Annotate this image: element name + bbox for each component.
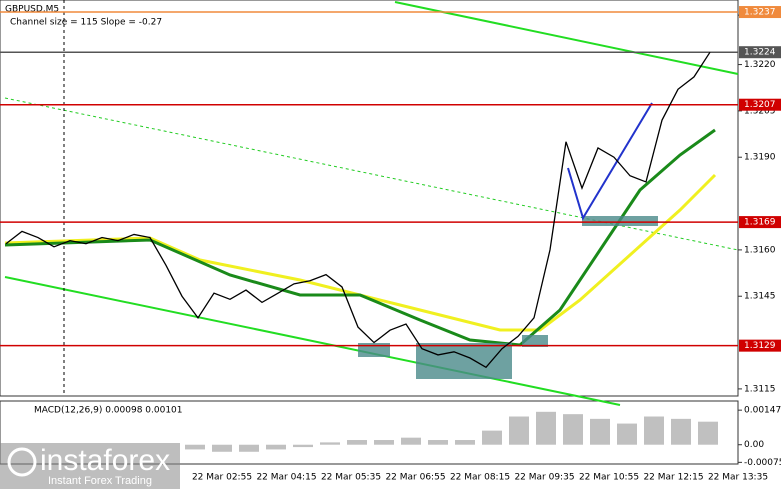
wave [567, 102, 653, 221]
macd-bar [644, 416, 664, 445]
level-label: 1.3224 [744, 48, 776, 58]
level-tag [739, 98, 781, 111]
macd-bar [698, 421, 718, 445]
macd-bar [536, 411, 556, 445]
level-label: 1.3129 [744, 341, 776, 351]
x-tick-label: 22 Mar 12:15 [643, 473, 703, 483]
macd-bar [185, 444, 205, 450]
macd-bar [482, 430, 502, 445]
y-tick-label: 0.00 [744, 440, 764, 450]
y-tick-label: 1.3115 [744, 384, 776, 394]
x-tick-label: 22 Mar 05:35 [321, 473, 381, 483]
macd-bar [347, 440, 367, 445]
y-tick-label: 1.3205 [744, 106, 776, 116]
y-tick-label: 0.00147 [744, 406, 781, 416]
x-tick-label: 22 Mar 08:15 [450, 473, 510, 483]
macd-title: MACD(12,26,9) 0.00098 0.00101 [34, 406, 183, 416]
level-tag [739, 46, 781, 59]
level-label: 1.3169 [744, 218, 776, 228]
macd-bar [293, 444, 313, 448]
logo [7, 447, 37, 477]
x-tick-label: 22 Mar 10:55 [579, 473, 639, 483]
macd-bar [455, 440, 475, 445]
level-tag [739, 339, 781, 352]
channel-info: Channel size = 115 Slope = -0.27 [10, 18, 162, 28]
level-tag [739, 216, 781, 229]
macd-bar [212, 444, 232, 452]
macd-bar [320, 442, 340, 445]
macd-bar [617, 423, 637, 445]
channel-bottom [4, 276, 621, 406]
zone [358, 343, 390, 357]
main-pane [0, 0, 739, 397]
channel-mid [4, 97, 739, 251]
symbol: GBPUSD,M5 [5, 5, 59, 15]
level-label: 1.3207 [744, 100, 776, 110]
channel-top [394, 1, 739, 75]
macd-bar [374, 440, 394, 445]
y-tick-label: 1.3190 [744, 153, 776, 163]
macd-bar [590, 418, 610, 445]
zone [582, 216, 658, 226]
x-tick-label: 22 Mar 06:55 [385, 473, 445, 483]
y-tick-label: 1.3145 [744, 292, 776, 302]
macd-bar [239, 444, 259, 452]
x-tick-label: 22 Mar 02:55 [192, 473, 252, 483]
price-line [5, 51, 711, 369]
level-tag [739, 6, 781, 19]
tagline: Instant Forex Trading [48, 475, 152, 487]
watermark: instaforex Instant Forex Trading [0, 443, 180, 489]
y-tick-label: 1.3220 [744, 60, 776, 70]
level-label: 1.3237 [744, 8, 776, 18]
y-tick-label: 1.3160 [744, 245, 776, 255]
macd-bar [671, 418, 691, 445]
macd-bar [563, 414, 583, 445]
x-tick-label: 22 Mar 04:15 [256, 473, 316, 483]
ma-green [4, 128, 716, 347]
macd-bar [509, 416, 529, 445]
zone [522, 335, 548, 347]
macd-bar [266, 444, 286, 450]
brand: instaforex [40, 444, 170, 477]
macd-bar [428, 440, 448, 445]
x-tick-label: 22 Mar 13:35 [708, 473, 768, 483]
x-tick-label: 22 Mar 09:35 [514, 473, 574, 483]
ma-yellow [4, 173, 717, 332]
macd-bar [401, 437, 421, 445]
zone [416, 343, 512, 379]
y-tick-label: -0.00075 [744, 458, 781, 468]
